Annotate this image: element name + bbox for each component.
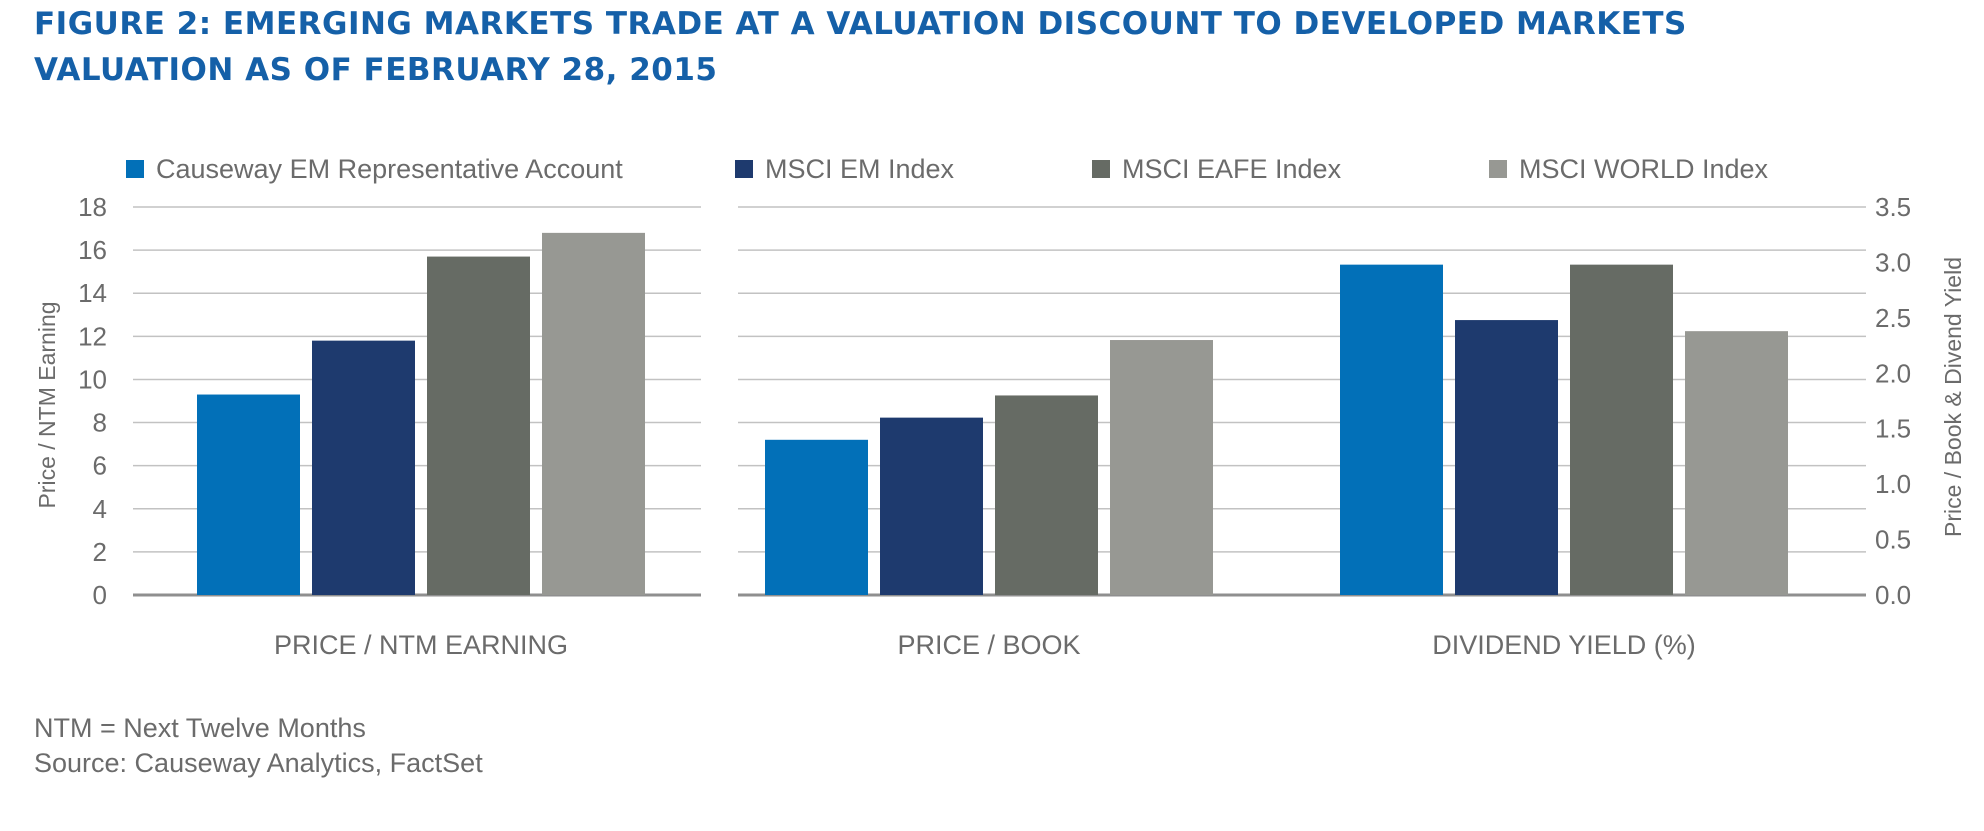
bar <box>1685 331 1788 595</box>
legend-item-msci-world: MSCI WORLD Index <box>1489 152 1768 186</box>
right-tick-label: 2.0 <box>1875 358 1911 388</box>
left-tick-label: 12 <box>78 321 107 351</box>
bar <box>427 256 530 595</box>
bar <box>197 394 300 595</box>
left-tick-label: 16 <box>78 235 107 265</box>
legend-label: MSCI EM Index <box>765 153 955 184</box>
bar <box>1340 264 1443 595</box>
left-tick-label: 0 <box>93 580 107 610</box>
category-label: PRICE / NTM EARNING <box>274 630 568 660</box>
legend-swatch <box>126 160 144 178</box>
left-tick-label: 2 <box>93 537 107 567</box>
legend-label: Causeway EM Representative Account <box>156 153 623 184</box>
bar <box>765 439 868 595</box>
bar <box>1570 264 1673 595</box>
bar <box>995 395 1098 595</box>
right-tick-label: 1.0 <box>1875 469 1911 499</box>
right-tick-label: 3.5 <box>1875 192 1911 222</box>
legend-item-msci-eafe: MSCI EAFE Index <box>1092 152 1341 186</box>
bar <box>312 340 415 595</box>
left-axis-title: Price / NTM Earning <box>34 301 60 508</box>
left-tick-label: 10 <box>78 364 107 394</box>
right-tick-label: 0.5 <box>1875 525 1911 555</box>
left-tick-label: 14 <box>78 278 107 308</box>
legend-item-causeway: Causeway EM Representative Account <box>126 152 623 186</box>
legend-label: MSCI EAFE Index <box>1122 153 1342 184</box>
bar <box>1110 340 1213 595</box>
left-tick-label: 8 <box>93 408 107 438</box>
source-note: Source: Causeway Analytics, FactSet <box>34 748 483 778</box>
legend-item-msci-em: MSCI EM Index <box>735 152 954 186</box>
right-axis-title: Price / Book & Divend Yield <box>1940 257 1966 537</box>
bar <box>542 232 645 595</box>
chart-subtitle: VALUATION AS OF FEBRUARY 28, 2015 <box>34 52 718 88</box>
left-tick-label: 18 <box>78 192 107 222</box>
right-tick-label: 0.0 <box>1875 580 1911 610</box>
bar <box>880 417 983 595</box>
legend-swatch <box>1489 160 1507 178</box>
bar <box>1455 320 1558 595</box>
legend-label: MSCI WORLD Index <box>1519 153 1769 184</box>
left-tick-label: 6 <box>93 451 107 481</box>
footnote: NTM = Next Twelve Months <box>34 713 366 743</box>
left-tick-label: 4 <box>93 494 107 524</box>
legend-swatch <box>735 160 753 178</box>
legend-swatch <box>1092 160 1110 178</box>
right-tick-label: 3.0 <box>1875 247 1911 277</box>
chart-title: FIGURE 2: EMERGING MARKETS TRADE AT A VA… <box>34 6 1687 42</box>
category-label: DIVIDEND YIELD (%) <box>1432 630 1696 660</box>
right-tick-label: 2.5 <box>1875 303 1911 333</box>
right-tick-label: 1.5 <box>1875 414 1911 444</box>
category-label: PRICE / BOOK <box>897 630 1080 660</box>
